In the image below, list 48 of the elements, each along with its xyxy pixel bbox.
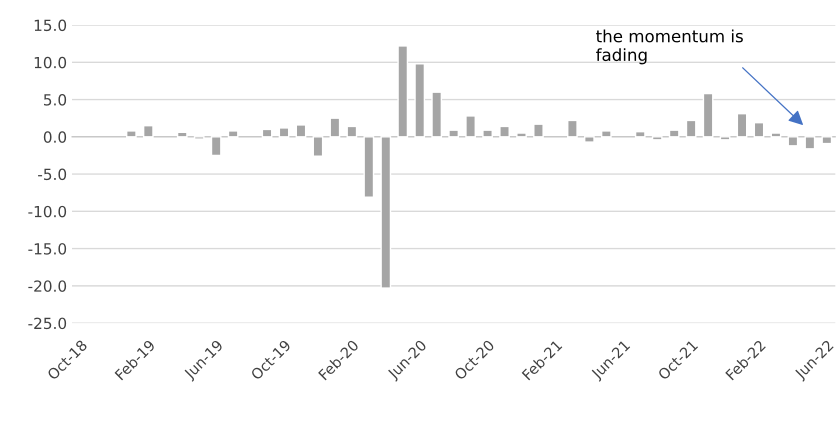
bar — [652, 136, 663, 141]
bar — [176, 132, 188, 138]
y-tick-label: -20.0 — [28, 280, 66, 292]
bar — [499, 126, 510, 138]
bar — [330, 118, 340, 138]
bar — [736, 113, 748, 138]
annotation: the momentum is fading — [596, 30, 743, 64]
bar — [516, 132, 527, 138]
y-tick-label: 0.0 — [44, 131, 66, 143]
bar — [431, 91, 442, 138]
bar — [397, 45, 408, 138]
bar — [278, 127, 290, 138]
bar — [126, 130, 137, 138]
y-tick-label: 10.0 — [34, 56, 66, 68]
bar — [414, 63, 426, 138]
bar — [600, 130, 612, 138]
bar — [770, 132, 782, 138]
bar — [210, 136, 222, 156]
bar — [262, 128, 272, 138]
bar — [821, 136, 832, 144]
bar — [567, 120, 578, 138]
bar — [380, 136, 392, 289]
bar — [788, 136, 798, 146]
bar — [804, 136, 816, 150]
bar — [720, 136, 730, 141]
bar — [754, 122, 764, 138]
bar — [533, 123, 544, 138]
bar — [465, 115, 476, 138]
y-tick-label: -5.0 — [38, 168, 66, 180]
bar — [702, 92, 714, 138]
bar — [668, 129, 680, 138]
y-tick-label: 5.0 — [44, 94, 66, 106]
y-tick-label: 15.0 — [34, 20, 66, 32]
bar — [296, 124, 306, 138]
bar — [448, 129, 460, 138]
bar — [482, 129, 493, 138]
bar — [142, 124, 154, 138]
y-tick-label: -15.0 — [28, 243, 66, 255]
bar — [584, 136, 595, 143]
y-tick-label: -10.0 — [28, 206, 66, 218]
bar — [194, 136, 205, 140]
bar — [346, 126, 358, 138]
bar — [634, 130, 646, 138]
bar — [228, 130, 238, 138]
bar — [686, 120, 696, 138]
bar — [363, 136, 374, 198]
bar — [312, 136, 324, 157]
y-tick-label: -25.0 — [28, 318, 66, 330]
